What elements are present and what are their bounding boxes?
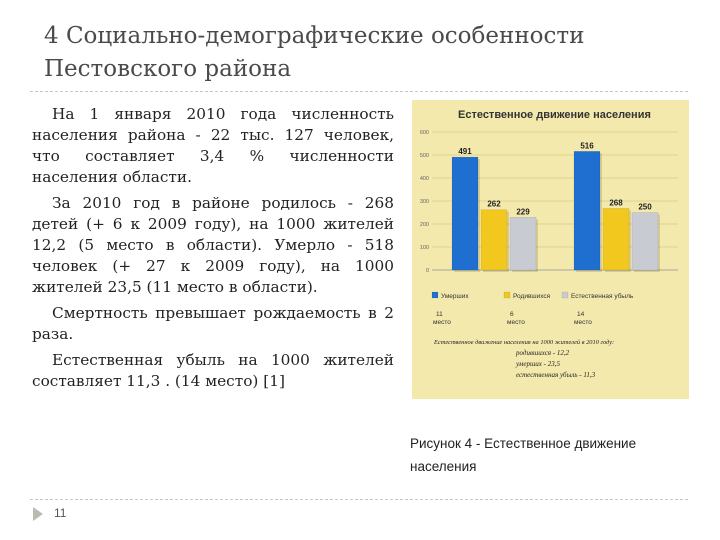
legend-label: Родившихся [513, 293, 551, 300]
paragraph-natural-decline: Естественная убыль на 1000 жителей соста… [32, 351, 394, 390]
y-tick-label: 600 [420, 130, 429, 136]
bar-value-label: 516 [580, 141, 594, 150]
legend-rank-word: место [574, 319, 592, 326]
y-tick-label: 200 [420, 222, 429, 228]
bar-value-label: 268 [609, 198, 623, 207]
body-text: На 1 января 2010 года численность населе… [32, 104, 394, 397]
page-marker-icon [33, 507, 43, 521]
y-tick-label: 300 [420, 199, 429, 205]
page-number: 11 [54, 506, 67, 520]
bar [451, 156, 479, 271]
legend-rank-number: 14 [577, 311, 585, 318]
paragraph-population: На 1 января 2010 года численность населе… [32, 105, 394, 186]
legend-label: Естественная убыль [571, 292, 634, 300]
bar [631, 212, 659, 271]
chart-title: Естественное движение населения [458, 109, 651, 121]
y-tick-label: 0 [426, 268, 429, 274]
bar-value-label: 262 [487, 200, 501, 209]
annotation-line: родившихся - 12,2 [515, 349, 570, 357]
y-tick-label: 100 [420, 245, 429, 251]
paragraph-births-deaths: За 2010 год в районе родилось - 268 дете… [32, 194, 394, 296]
bar [509, 217, 537, 271]
legend-rank-number: 6 [510, 311, 514, 318]
title-divider [30, 91, 688, 92]
bar-value-label: 491 [458, 147, 472, 156]
legend-rank-number: 11 [436, 311, 443, 318]
annotation-line: умерших - 23,5 [515, 360, 560, 368]
bar [573, 151, 601, 271]
legend-swatch [431, 291, 439, 299]
bar-value-label: 229 [516, 207, 530, 216]
legend-swatch [561, 291, 569, 299]
bar [480, 209, 508, 271]
y-tick-label: 400 [420, 176, 429, 182]
footer-divider [30, 499, 688, 500]
slide-title: 4 Социально-демографические особенности … [44, 23, 585, 82]
population-chart: Естественное движение населения 0 100 200 30… [412, 100, 689, 399]
legend-swatch [503, 291, 511, 299]
bar-value-label: 250 [638, 203, 652, 212]
annotation-heading: Естественное движение населения на 1000 … [433, 339, 614, 346]
legend-label: Умерших [441, 293, 469, 300]
legend-rank-word: место [507, 319, 525, 326]
paragraph-mortality: Смертность превышает рождаемость в 2 раз… [32, 304, 394, 343]
annotation-line: естественная убыль - 11,3 [516, 371, 596, 379]
bar [602, 208, 630, 271]
y-tick-label: 500 [420, 153, 429, 159]
figure-caption: Рисунок 4 - Естественное движение населе… [410, 436, 637, 474]
legend-rank-word: место [433, 319, 451, 326]
